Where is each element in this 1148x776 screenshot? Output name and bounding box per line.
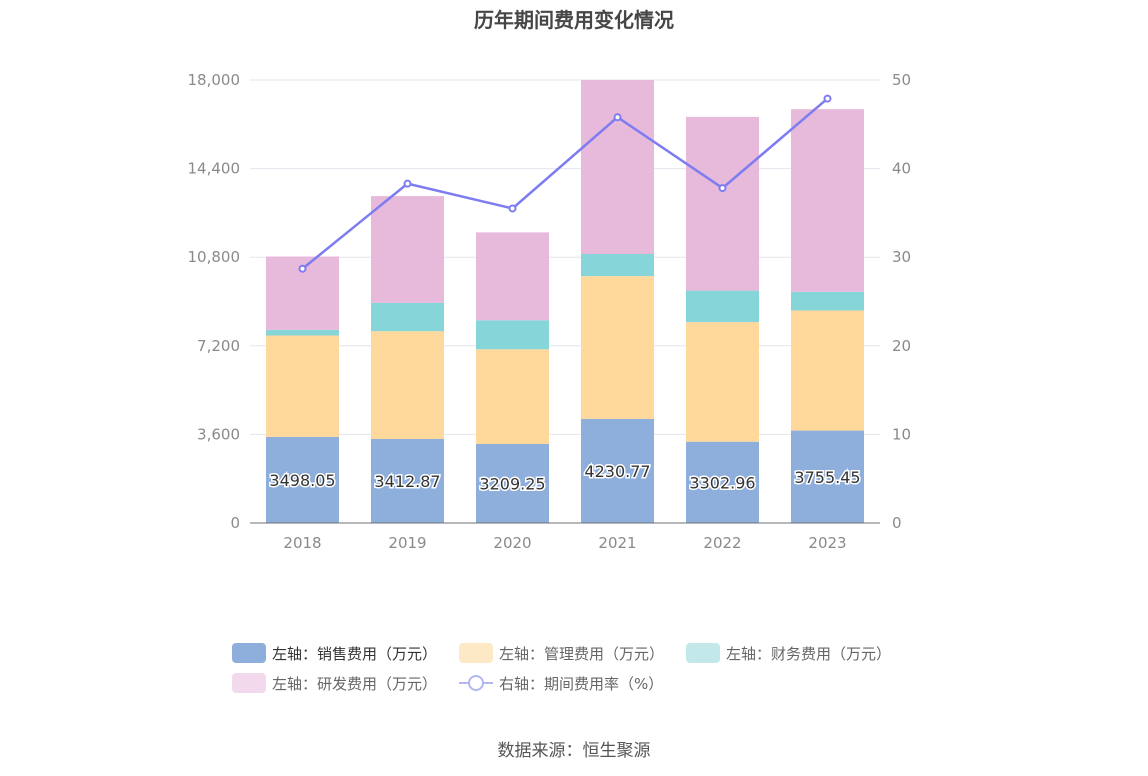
bar-segment [371, 196, 444, 303]
bar-labels: 3498.05 3412.87 3209.25 4230.77 3302.96 3755.… [268, 460, 862, 495]
legend-label: 右轴：期间费用率（%） [499, 674, 664, 693]
legend-item[interactable]: 左轴：销售费用（万元） [232, 643, 437, 664]
legend-item[interactable]: 左轴：管理费用（万元） [459, 643, 664, 664]
bar-segment [791, 109, 864, 292]
legend-swatch [232, 673, 266, 693]
legend-swatch [686, 643, 721, 663]
legend-item[interactable]: 左轴：研发费用（万元） [232, 673, 437, 694]
bar-segment [371, 302, 444, 332]
x-tick-label: 2018 [283, 534, 321, 552]
bar-segment [686, 322, 759, 442]
right-tick-label: 50 [892, 71, 911, 89]
bar-segment [476, 232, 549, 321]
rate-point [718, 184, 727, 193]
left-tick-label: 14,400 [188, 160, 241, 178]
legend-item[interactable]: 左轴：财务费用（万元） [686, 643, 891, 664]
chart-title: 历年期间费用变化情况 [474, 8, 674, 32]
bar-segment [686, 116, 759, 291]
x-tick-label: 2021 [598, 534, 636, 552]
right-tick-label: 40 [892, 160, 911, 178]
rate-point [508, 204, 517, 213]
right-tick-label: 0 [892, 514, 902, 532]
x-tick-label: 2020 [493, 534, 531, 552]
bar-value-label: 4230.77 [584, 462, 650, 481]
bar-segment [266, 329, 339, 336]
rate-line [298, 94, 832, 273]
legend-swatch [232, 643, 266, 663]
legend-label: 左轴：财务费用（万元） [726, 644, 892, 663]
legend-item[interactable]: 右轴：期间费用率（%） [459, 673, 663, 694]
bar-segment [476, 349, 549, 445]
bar-segment [581, 253, 654, 277]
bar-value-label: 3498.05 [269, 471, 335, 490]
bar-segment [581, 79, 654, 254]
bar-segment [476, 320, 549, 350]
bar-segment [371, 331, 444, 440]
x-tick-label: 2023 [808, 534, 846, 552]
left-tick-label: 10,800 [188, 248, 241, 266]
bar-segment [581, 418, 654, 523]
rate-point [613, 113, 622, 122]
source-note: 数据来源：恒生聚源 [497, 741, 651, 761]
axes: 0 3,600 7,200 10,800 14,400 18,000 0 10 20 30 40 50… [188, 71, 912, 552]
right-tick-label: 30 [892, 248, 911, 266]
left-tick-label: 3,600 [197, 425, 240, 443]
bar-segment [266, 335, 339, 437]
x-tick-label: 2022 [703, 534, 741, 552]
bar-segment [476, 444, 549, 523]
bar-value-label: 3209.25 [479, 475, 545, 494]
legend-label: 左轴：研发费用（万元） [272, 674, 438, 693]
bar-value-label: 3755.45 [794, 468, 860, 487]
bar-segment [266, 436, 339, 523]
right-tick-label: 20 [892, 337, 911, 355]
legend-label: 左轴：管理费用（万元） [499, 644, 665, 663]
legend-label: 左轴：销售费用（万元） [272, 644, 438, 663]
legend-line-marker-icon [459, 673, 494, 693]
bar-segment [686, 290, 759, 323]
rate-line-path [301, 97, 829, 270]
bar-value-label: 3302.96 [689, 473, 755, 492]
legend-row: 左轴：研发费用（万元） 右轴：期间费用率（%） [232, 668, 932, 698]
bar-segment [791, 291, 864, 311]
left-tick-label: 7,200 [197, 337, 240, 355]
grid [250, 79, 880, 435]
rate-point [298, 264, 307, 273]
right-tick-label: 10 [892, 425, 911, 443]
rate-point [403, 179, 412, 188]
left-tick-label: 18,000 [188, 71, 241, 89]
left-tick-label: 0 [230, 514, 240, 532]
legend-swatch [459, 643, 494, 663]
x-tick-label: 2019 [388, 534, 426, 552]
bar-value-label: 3412.87 [374, 472, 440, 491]
bar-segment [581, 276, 654, 419]
bar-segment [791, 310, 864, 431]
bar-segment [371, 439, 444, 523]
legend: 左轴：销售费用（万元） 左轴：管理费用（万元） 左轴：财务费用（万元） 左轴：研发费… [232, 638, 932, 698]
legend-row: 左轴：销售费用（万元） 左轴：管理费用（万元） 左轴：财务费用（万元） [232, 638, 932, 668]
bars [266, 79, 864, 523]
rate-point [823, 94, 832, 103]
bar-segment [791, 430, 864, 523]
bar-segment [686, 441, 759, 523]
